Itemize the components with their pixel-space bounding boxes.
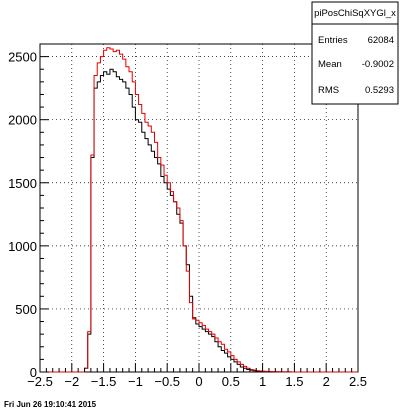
x-axis-title: η (347, 399, 355, 400)
x-tick-label: 2 (323, 374, 330, 389)
x-tick-label: 0 (195, 374, 202, 389)
stats-rms-value: 0.5293 (365, 85, 394, 96)
x-tick-label: −2.5 (27, 374, 53, 389)
stats-box: piPosChiSqXYGl_x Entries 62084 Mean -0.9… (311, 1, 399, 105)
stats-entries-value: 62084 (368, 35, 394, 46)
axes: −2.5 −2 −1.5 −1 −0.5 0 0.5 1 1.5 2 2.5 0 500 1000 1500… (8, 43, 367, 389)
y-tick-label: 0 (30, 365, 37, 380)
x-tick-label: −1 (128, 374, 143, 389)
y-tick-label: 1500 (8, 176, 37, 191)
x-tick-label: 1.5 (285, 374, 303, 389)
y-tick-label: 500 (15, 302, 37, 317)
stats-mean-label: Mean (318, 59, 342, 70)
histogram-canvas: −2.5 −2 −1.5 −1 −0.5 0 0.5 1 1.5 2 2.5 0 500 1000 1500… (8, 1, 399, 400)
x-tick-label: 2.5 (349, 374, 367, 389)
grid-lines (40, 44, 358, 372)
x-tick-label: −1.5 (91, 374, 117, 389)
x-tick-label: 0.5 (222, 374, 240, 389)
x-tick-label: −0.5 (154, 374, 180, 389)
stats-title: piPosChiSqXYGl_x (314, 8, 396, 19)
timestamp-footer: Fri Jun 26 19:10:41 2015 (4, 400, 97, 409)
x-tick-label: 1 (259, 374, 266, 389)
y-tick-label: 2500 (8, 50, 37, 65)
stats-entries-label: Entries (318, 35, 348, 46)
stats-mean-value: -0.9002 (362, 59, 394, 70)
stats-rms-label: RMS (318, 85, 339, 96)
y-tick-label: 2000 (8, 113, 37, 128)
y-tick-label: 1000 (8, 239, 37, 254)
x-tick-label: −2 (64, 374, 79, 389)
